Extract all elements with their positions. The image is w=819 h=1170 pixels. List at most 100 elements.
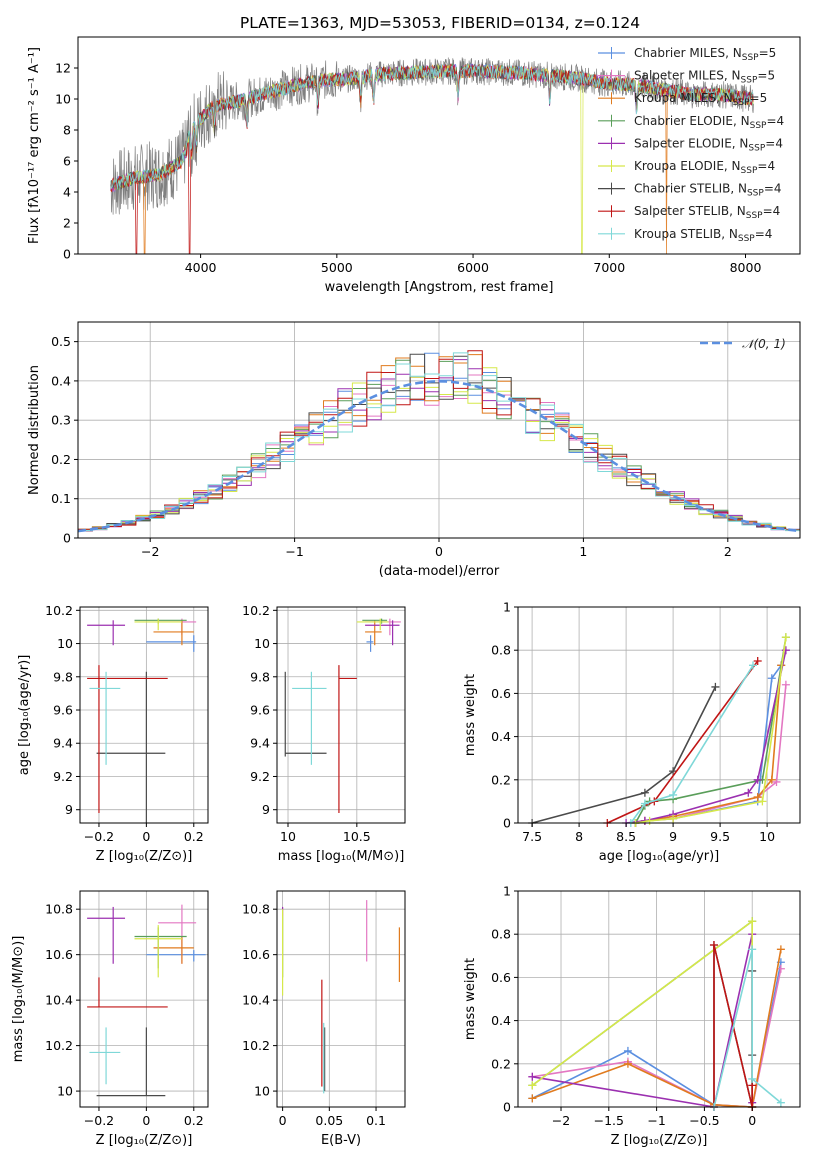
x-tick-label: 2 (724, 544, 732, 559)
x-tick-label: −2 (552, 1113, 570, 1128)
x-tick-label: 10 (759, 829, 775, 844)
x-tick-label: 0 (142, 1113, 150, 1128)
chart-layer: 4000 5000 6000 7000 8000024681012wavelength … (11, 36, 801, 1148)
weight-line (634, 637, 787, 824)
legend-label: 𝒩(0, 1) (742, 337, 786, 351)
y-tick-label: 0.6 (491, 686, 511, 701)
y-tick-label: 12 (55, 61, 71, 76)
y-tick-label: 0.2 (491, 1056, 511, 1071)
y-tick-label: 9 (65, 802, 73, 817)
point-marker (749, 661, 757, 670)
y-tick-label: 0.4 (491, 1013, 511, 1028)
x-tick-label: 7000 (593, 260, 625, 275)
y-tick-label: 10.8 (242, 902, 270, 917)
y-tick-label: 9.4 (250, 736, 270, 751)
y-tick-label: 10 (57, 1084, 73, 1099)
x-tick-label: 10 (280, 829, 296, 844)
gaussian-curve (77, 379, 801, 533)
y-tick-label: 9.8 (53, 669, 73, 684)
x-tick-label: −1 (647, 1113, 665, 1128)
errorbars (282, 900, 400, 1094)
point-marker (669, 790, 678, 799)
axes-frame (79, 606, 209, 824)
y-tick-label: 1 (503, 884, 511, 899)
x-tick-label: 8 (575, 829, 583, 844)
weight-line (713, 949, 782, 1108)
legend-label: Salpeter ELODIE, NSSP=4 (634, 136, 783, 153)
y-tick-label: 10.2 (242, 603, 270, 618)
legend-label: Salpeter STELIB, NSSP=4 (634, 204, 780, 221)
point-marker (758, 797, 767, 806)
legend-label: Chabrier STELIB, NSSP=4 (634, 182, 782, 199)
x-tick-label: 0 (435, 544, 443, 559)
y-axis-label: age [log₁₀(age/yr)] (17, 655, 32, 776)
weight-line (630, 664, 754, 824)
y-tick-label: 0.2 (491, 772, 511, 787)
point-marker (528, 1094, 537, 1103)
x-tick-label: 0.1 (366, 1113, 386, 1128)
x-tick-label: 5000 (321, 260, 353, 275)
x-axis-label: Z [log₁₀(Z/Z⊙)] (96, 849, 193, 864)
point-marker (772, 777, 781, 786)
y-axis-label: mass weight (463, 674, 478, 756)
point-marker (776, 945, 785, 954)
y-tick-label: 1 (503, 600, 511, 615)
plot-area-mass-weight-vs-age (528, 633, 790, 827)
errorbars (87, 618, 197, 823)
y-tick-label: 10 (55, 92, 71, 107)
x-tick-label: 6000 (457, 260, 489, 275)
legend-label: Salpeter MILES, NSSP=5 (634, 69, 775, 86)
legend-label: Kroupa ELODIE, NSSP=4 (634, 159, 775, 176)
y-tick-label: 10 (254, 1084, 270, 1099)
y-tick-label: 0 (503, 816, 511, 831)
y-tick-label: 0.8 (491, 927, 511, 942)
point-marker (781, 633, 790, 642)
x-tick-label: 0 (748, 1113, 756, 1128)
errorbars (284, 618, 401, 814)
point-marker (776, 1098, 785, 1107)
point-marker (623, 1059, 632, 1068)
x-tick-label: 9.5 (710, 829, 730, 844)
x-axis-label: wavelength [Angstrom, rest frame] (325, 280, 554, 295)
axes-frame (79, 890, 209, 1108)
x-tick-label: 10.5 (343, 829, 371, 844)
x-tick-label: 0 (142, 829, 150, 844)
y-axis-label: Normed distribution (27, 365, 42, 495)
y-tick-label: 10.2 (45, 1038, 73, 1053)
axes-frame (77, 36, 801, 255)
y-axis-label: mass [log₁₀(M/M⊙)] (11, 936, 26, 1063)
point-marker (711, 682, 720, 691)
x-axis-label: Z [log₁₀(Z/Z⊙)] (611, 1133, 708, 1148)
legend-label: Chabrier MILES, NSSP=5 (634, 46, 776, 63)
axes-frame (517, 890, 801, 1108)
y-tick-label: 0 (63, 531, 71, 546)
axes-age-vs-Z: −0.2 0 0.2 9 9.2 9.4 9.6 9.8 10 10.2 Z [log₁₀(Z/Z⊙… (17, 603, 209, 864)
plot-area-age-vs-Z (87, 618, 197, 823)
legend-label: Kroupa STELIB, NSSP=4 (634, 227, 772, 244)
point-marker (744, 788, 753, 797)
axes-age-vs-mass: 10 10.5 9 9.2 9.4 9.6 9.8 10 10.2 mass [log₁₀(M/M… (242, 603, 406, 864)
x-tick-label: 0.2 (184, 1113, 204, 1128)
point-marker (767, 775, 776, 784)
plot-area-mass-vs-Z (87, 904, 206, 1097)
x-tick-label: 1 (579, 544, 587, 559)
x-axis-label: Z [log₁₀(Z/Z⊙)] (96, 1133, 193, 1148)
legend-label: Kroupa MILES, NSSP=5 (634, 91, 767, 108)
y-tick-label: 0.4 (51, 373, 71, 388)
point-marker (640, 799, 649, 808)
histogram-step (78, 353, 800, 532)
y-axis-label: Flux [fλ10⁻¹⁷ erg cm⁻² s⁻¹ A⁻¹] (27, 47, 42, 244)
axes-spectrum: 4000 5000 6000 7000 8000 0 2 4 6 8 10 12 wavelength … (27, 36, 801, 295)
point-marker (781, 680, 790, 689)
y-tick-label: 0.4 (491, 729, 511, 744)
plot-area-spectrum (110, 57, 754, 254)
y-tick-label: 0.8 (491, 643, 511, 658)
y-tick-label: 9.8 (250, 669, 270, 684)
y-tick-label: 9.4 (53, 736, 73, 751)
y-tick-label: 0.5 (51, 334, 71, 349)
y-tick-label: 0 (503, 1100, 511, 1115)
y-tick-label: 9.6 (250, 703, 270, 718)
y-tick-label: 2 (63, 216, 71, 231)
y-tick-label: 9.6 (53, 703, 73, 718)
